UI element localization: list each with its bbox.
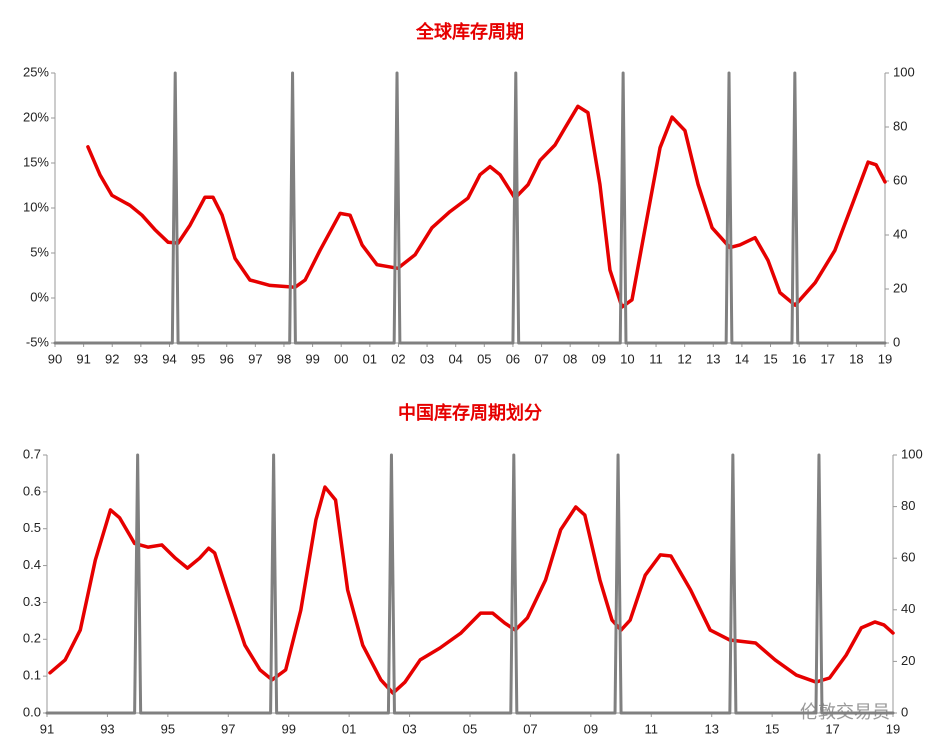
chart-title: 中国库存周期划分: [398, 402, 542, 424]
x-tick-label: 95: [191, 351, 205, 366]
y-tick-label: 0.2: [23, 631, 41, 646]
x-tick-label: 02: [391, 351, 405, 366]
y2-tick-label: 80: [901, 498, 915, 513]
x-tick-label: 06: [506, 351, 520, 366]
y2-tick-label: 20: [893, 280, 907, 295]
x-tick-label: 00: [334, 351, 348, 366]
series-line: [53, 71, 887, 345]
x-tick-label: 11: [649, 351, 663, 366]
x-tick-label: 94: [162, 351, 176, 366]
x-tick-label: 12: [677, 351, 691, 366]
x-tick-label: 13: [704, 721, 718, 736]
y2-tick-label: 20: [901, 653, 915, 668]
y-tick-label: 0.6: [23, 483, 41, 498]
y-tick-label: 25%: [23, 64, 49, 79]
series-line: [45, 453, 895, 715]
x-tick-label: 04: [448, 351, 462, 366]
x-tick-label: 05: [477, 351, 491, 366]
x-tick-label: 19: [878, 351, 892, 366]
x-tick-label: 08: [563, 351, 577, 366]
x-tick-label: 93: [134, 351, 148, 366]
y-tick-label: 0.3: [23, 594, 41, 609]
y2-tick-label: 0: [901, 704, 908, 719]
y-tick-label: 0.1: [23, 668, 41, 683]
x-tick-label: 15: [765, 721, 779, 736]
y2-tick-label: 100: [893, 64, 915, 79]
y2-tick-label: 60: [901, 550, 915, 565]
x-tick-label: 01: [363, 351, 377, 366]
x-tick-label: 10: [620, 351, 634, 366]
x-tick-label: 92: [105, 351, 119, 366]
x-tick-label: 98: [277, 351, 291, 366]
y-tick-label: 0.4: [23, 557, 41, 572]
series-line: [48, 485, 895, 695]
x-tick-label: 91: [76, 351, 90, 366]
y-tick-label: 0%: [30, 289, 49, 304]
x-tick-label: 05: [463, 721, 477, 736]
x-tick-label: 91: [40, 721, 54, 736]
y-tick-label: 10%: [23, 199, 49, 214]
y-tick-label: -5%: [26, 334, 50, 349]
y-tick-label: 5%: [30, 244, 49, 259]
x-tick-label: 17: [821, 351, 835, 366]
x-tick-label: 03: [420, 351, 434, 366]
y2-tick-label: 0: [893, 334, 900, 349]
x-tick-label: 03: [402, 721, 416, 736]
series-line: [86, 104, 887, 309]
chart-title: 全球库存周期: [415, 21, 524, 43]
y2-tick-label: 80: [893, 118, 907, 133]
x-tick-label: 97: [248, 351, 262, 366]
x-tick-label: 97: [221, 721, 235, 736]
x-tick-label: 01: [342, 721, 356, 736]
x-tick-label: 99: [305, 351, 319, 366]
x-tick-label: 16: [792, 351, 806, 366]
x-tick-label: 90: [48, 351, 62, 366]
x-tick-label: 13: [706, 351, 720, 366]
y2-tick-label: 100: [901, 446, 923, 461]
y-tick-label: 0.7: [23, 446, 41, 461]
x-tick-label: 19: [886, 721, 900, 736]
x-tick-label: 93: [100, 721, 114, 736]
x-tick-label: 15: [763, 351, 777, 366]
x-tick-label: 99: [281, 721, 295, 736]
y2-tick-label: 60: [893, 172, 907, 187]
y-tick-label: 15%: [23, 154, 49, 169]
y-tick-label: 0.5: [23, 520, 41, 535]
y-tick-label: 0.0: [23, 704, 41, 719]
y2-tick-label: 40: [893, 226, 907, 241]
x-tick-label: 17: [825, 721, 839, 736]
y-tick-label: 20%: [23, 109, 49, 124]
x-tick-label: 07: [523, 721, 537, 736]
x-tick-label: 96: [219, 351, 233, 366]
x-tick-label: 09: [592, 351, 606, 366]
x-tick-label: 07: [534, 351, 548, 366]
x-tick-label: 18: [849, 351, 863, 366]
x-tick-label: 11: [645, 721, 659, 736]
x-tick-label: 95: [161, 721, 175, 736]
x-tick-label: 14: [735, 351, 749, 366]
y2-tick-label: 40: [901, 601, 915, 616]
x-tick-label: 09: [584, 721, 598, 736]
